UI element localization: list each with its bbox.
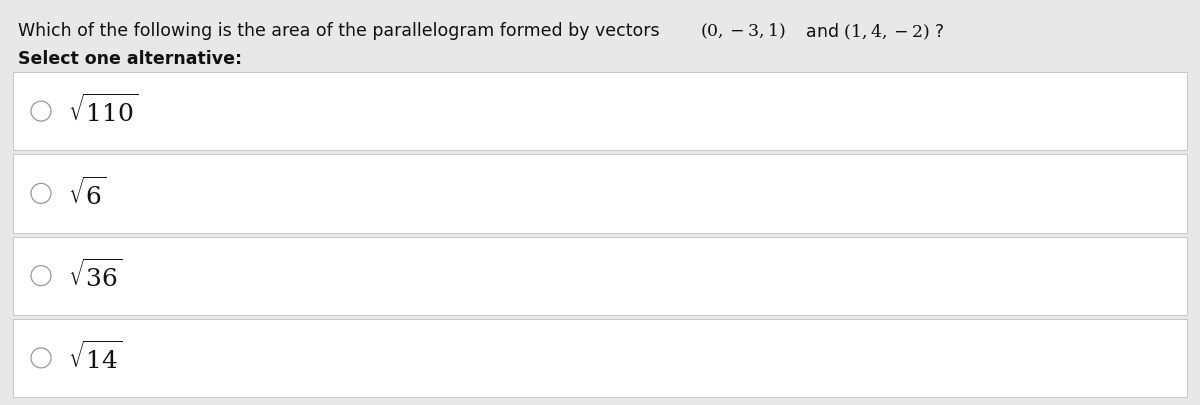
Text: and $(1,4,-2)$ ?: and $(1,4,-2)$ ? — [800, 22, 944, 42]
FancyBboxPatch shape — [13, 319, 1187, 397]
Ellipse shape — [31, 348, 50, 368]
Text: Select one alternative:: Select one alternative: — [18, 50, 242, 68]
Ellipse shape — [31, 183, 50, 203]
Text: $\sqrt{36}$: $\sqrt{36}$ — [68, 259, 122, 292]
Text: $(0,-3,1)$: $(0,-3,1)$ — [700, 22, 786, 41]
FancyBboxPatch shape — [13, 72, 1187, 150]
Text: Which of the following is the area of the parallelogram formed by vectors: Which of the following is the area of th… — [18, 22, 660, 40]
FancyBboxPatch shape — [13, 237, 1187, 315]
FancyBboxPatch shape — [13, 154, 1187, 232]
Ellipse shape — [31, 101, 50, 121]
Text: $\sqrt{14}$: $\sqrt{14}$ — [68, 341, 122, 374]
Text: $\sqrt{6}$: $\sqrt{6}$ — [68, 177, 107, 210]
Text: $\sqrt{110}$: $\sqrt{110}$ — [68, 95, 138, 128]
Ellipse shape — [31, 266, 50, 286]
